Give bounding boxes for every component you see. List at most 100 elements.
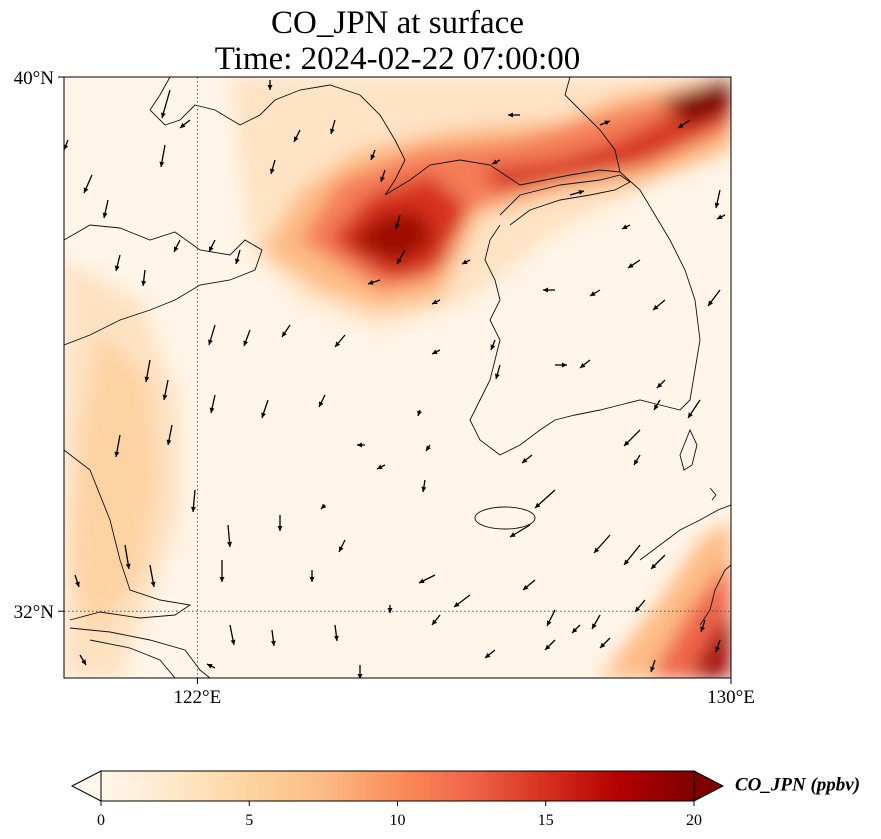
korean-peninsula-coast [469, 171, 701, 456]
wind-vector [417, 409, 422, 417]
wind-vector [144, 359, 151, 383]
wind-vector [494, 364, 501, 380]
jiangsu-coast [64, 449, 192, 621]
wind-vector [269, 159, 276, 175]
wind-vector [141, 269, 147, 287]
iki-island [709, 487, 717, 501]
plume-se-peak [690, 610, 731, 678]
field-band-west-inner [70, 330, 160, 640]
plume-core-east [480, 85, 731, 190]
wind-vector [700, 619, 706, 633]
wind-vector [650, 554, 666, 570]
wind-vector [425, 444, 431, 452]
wind-vector [208, 324, 216, 346]
wind-vector [677, 119, 691, 129]
colorbar-title: CO_JPN (ppbv) [735, 774, 860, 795]
concentration-field [64, 77, 731, 678]
map-panel [64, 77, 731, 678]
wind-vector [190, 489, 196, 513]
wind-vector [209, 394, 216, 414]
wind-vector [491, 159, 501, 165]
map-frame [63, 76, 732, 679]
wind-vector [380, 169, 386, 183]
tsushima-island [679, 428, 698, 471]
wind-vector [206, 663, 216, 669]
wind-vector [74, 574, 80, 588]
wind-vector [490, 339, 496, 351]
wind-vector [367, 279, 381, 285]
lon-axis: 122°E 130°E [174, 678, 755, 708]
wind-vector [376, 464, 386, 470]
wind-vector [621, 224, 631, 230]
wind-vector [593, 534, 611, 554]
colorbar-extend-high [693, 770, 725, 802]
wind-vector [166, 424, 173, 446]
map-time-subtitle: Time: 2024-02-22 07:00:00 [214, 41, 581, 77]
wind-vector [652, 299, 666, 311]
colorbar: 0 5 10 15 20 CO_JPN (ppbv) [70, 770, 860, 829]
wind-vector [714, 189, 721, 209]
wind-vector [431, 299, 441, 305]
wind-vector [396, 249, 406, 265]
wind-vector [687, 399, 701, 419]
wind-vector [571, 624, 581, 634]
wind-vector [627, 259, 641, 269]
wind-vector [159, 144, 166, 168]
wind-vector [509, 524, 531, 538]
coastlines [64, 77, 731, 678]
wind-vector [277, 515, 283, 531]
wind-vector [318, 394, 326, 408]
lat-tick-label-40: 40°N [14, 68, 55, 89]
wind-vector [160, 89, 171, 119]
lat-tick-label-32: 32°N [14, 602, 55, 623]
colorbar-tick-label-5: 5 [245, 812, 253, 829]
colorbar-tick-label-10: 10 [390, 812, 406, 829]
wind-vector [546, 609, 556, 627]
wind-vector [715, 639, 721, 653]
kyushu-west-coast [699, 564, 731, 626]
wind-vector [83, 174, 93, 194]
wind-vector [418, 574, 436, 584]
liaodong-coast [149, 77, 406, 196]
wind-vector [599, 637, 611, 649]
wind-vector [320, 503, 327, 510]
wind-vector [623, 544, 641, 566]
wind-vector [293, 129, 301, 143]
wind-vector [656, 379, 666, 389]
wind-vector [329, 119, 336, 135]
wind-vector [227, 524, 233, 548]
wind-vector [579, 359, 591, 369]
wind-vector [394, 214, 401, 230]
wind-vector [124, 544, 131, 570]
wind-vector [508, 112, 520, 118]
wind-vector [484, 649, 496, 659]
north-korea-east-coast [564, 77, 621, 173]
wind-vector [544, 639, 556, 651]
wind-vector [261, 399, 269, 419]
lon-tick-label-130: 130°E [707, 687, 755, 708]
wind-vector [453, 594, 471, 608]
wind-vector [270, 629, 276, 647]
lat-axis: 40°N 32°N [14, 68, 64, 623]
wind-vector [387, 605, 393, 613]
wind-vector [338, 539, 346, 553]
wind-vector [370, 149, 376, 161]
wind-vector [716, 214, 726, 220]
lon-tick-label-122: 122°E [174, 687, 222, 708]
wind-vector [634, 599, 646, 613]
wind-vectors [64, 80, 726, 678]
jeju-island [474, 506, 536, 530]
colorbar-extend-low [70, 770, 102, 802]
wind-vector [707, 289, 721, 307]
wind-vector [633, 454, 641, 466]
colorbar-tick-label-15: 15 [538, 812, 554, 829]
wind-vector [114, 254, 121, 272]
wind-vector [357, 442, 365, 448]
wind-vector [102, 199, 109, 219]
wind-vector [623, 429, 641, 447]
wind-vector [543, 287, 555, 293]
wind-vector [421, 479, 427, 493]
wind-vector [431, 349, 441, 355]
wind-vector [461, 259, 471, 265]
wind-vector [173, 239, 181, 253]
